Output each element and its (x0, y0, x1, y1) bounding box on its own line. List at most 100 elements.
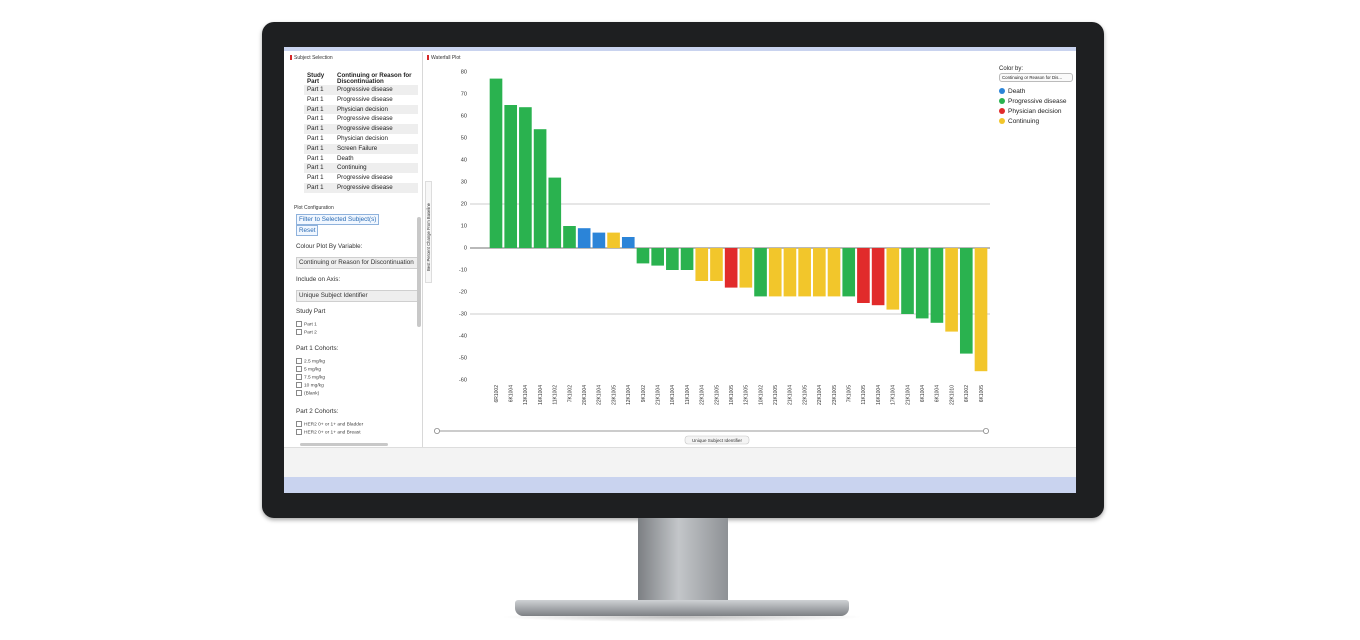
checkbox-her2-bladder[interactable]: HER2 0+ or 1+ and Bladder (296, 421, 363, 427)
bar[interactable] (621, 237, 635, 248)
table-row[interactable]: Part 1 Screen Failure (304, 143, 418, 154)
x-tick-label: 9K1002 (641, 385, 647, 402)
x-tick-label: 21K1004 (905, 385, 911, 405)
y-tick-label: 80 (461, 70, 467, 76)
legend-item-physician[interactable]: Physician decision (999, 107, 1073, 117)
cell-reason: Progressive disease (337, 115, 393, 123)
bar[interactable] (974, 248, 988, 372)
table-row[interactable]: Part 1 Death (304, 154, 418, 164)
bar[interactable] (886, 248, 900, 310)
bar[interactable] (680, 248, 694, 270)
bar[interactable] (768, 248, 782, 297)
bar[interactable] (666, 248, 679, 270)
x-tick-label: 6R1002 (494, 385, 500, 403)
x-axis-title-box[interactable] (684, 435, 750, 445)
bar[interactable] (577, 228, 591, 248)
table-row[interactable]: Part 1 Continuing (304, 163, 418, 174)
config-title: Plot Configuration (294, 205, 334, 211)
panel-collapse-handle[interactable] (425, 181, 432, 283)
table-row[interactable]: Part 1 Physician decision (304, 134, 418, 144)
x-tick-label: 16K1004 (538, 385, 544, 405)
y-tick-label: 0 (464, 246, 467, 252)
bar[interactable] (754, 248, 767, 297)
x-tick-label: 16K1004 (876, 385, 882, 405)
x-tick-label: 22K1004 (700, 385, 706, 405)
legend-item-continuing[interactable]: Continuing (999, 117, 1073, 127)
bar[interactable] (710, 248, 723, 281)
bar[interactable] (519, 107, 532, 248)
table-row[interactable]: Part 1 Progressive disease (304, 114, 418, 124)
checkbox-cohort-blank[interactable]: (Blank) (296, 390, 319, 396)
legend-item-death[interactable]: Death (999, 87, 1073, 97)
x-tick-label: 12K1005 (744, 385, 750, 405)
bar[interactable] (563, 226, 576, 248)
checkbox-her2-breast[interactable]: HER2 0+ or 1+ and Breast (296, 429, 361, 435)
bar[interactable] (857, 248, 870, 303)
bar[interactable] (915, 248, 929, 319)
checkbox-cohort-7-5[interactable]: 7.5 mg/kg (296, 374, 325, 380)
bar[interactable] (548, 177, 562, 248)
cell-study-part: Part 1 (307, 115, 324, 123)
bar[interactable] (783, 248, 797, 297)
config-horizontal-scrollbar[interactable] (300, 443, 388, 446)
bar[interactable] (651, 248, 664, 266)
x-tick-label: 7K1002 (567, 385, 573, 402)
y-tick-label: -10 (459, 268, 467, 274)
window-bottom-strip (284, 477, 1076, 493)
y-tick-label: 70 (461, 92, 467, 98)
bar[interactable] (533, 129, 547, 248)
table-row[interactable]: Part 1 Progressive disease (304, 85, 418, 95)
bar[interactable] (930, 248, 944, 323)
filter-selected-button[interactable]: Filter to Selected Subject(s) (296, 214, 380, 225)
cell-reason: Screen Failure (334, 143, 418, 154)
subject-panel-title: Subject Selection (290, 55, 333, 61)
bar[interactable] (636, 248, 650, 264)
checkbox-part-2[interactable]: Part 2 (296, 329, 317, 335)
axis-label: Include on Axis: (296, 276, 341, 283)
checkbox-cohort-2-5[interactable]: 2.5 mg/kg (296, 358, 325, 364)
cell-study-part: Part 1 (307, 174, 324, 182)
part2-cohorts-label: Part 2 Cohorts: (296, 408, 339, 415)
bar[interactable] (724, 248, 738, 288)
bar[interactable] (842, 248, 856, 297)
bar[interactable] (695, 248, 709, 281)
bar[interactable] (813, 248, 826, 297)
bar[interactable] (871, 248, 885, 306)
checkbox-cohort-5[interactable]: 5 mg/kg (296, 366, 321, 372)
bar[interactable] (959, 248, 973, 354)
table-row[interactable]: Part 1 Progressive disease (304, 173, 418, 183)
x-tick-label: 13K1004 (523, 385, 529, 405)
reset-button[interactable]: Reset (296, 225, 319, 236)
legend-dot-continuing (999, 118, 1005, 124)
bar[interactable] (798, 248, 811, 297)
bar[interactable] (504, 105, 518, 248)
bar[interactable] (945, 248, 958, 332)
table-row[interactable]: Part 1 Progressive disease (304, 124, 418, 134)
y-tick-label: -50 (459, 356, 467, 362)
bar[interactable] (592, 232, 606, 248)
color-by-select[interactable]: Continuing or Reason for Dis... (999, 73, 1073, 82)
table-row[interactable]: Part 1 Physician decision (304, 104, 418, 115)
legend-item-progressive[interactable]: Progressive disease (999, 97, 1073, 107)
table-row[interactable]: Part 1 Progressive disease (304, 95, 418, 105)
col-header-study-part[interactable]: Study Part (307, 72, 325, 85)
x-tick-label: 10K1002 (758, 385, 764, 405)
zoom-slider-handle-right[interactable] (983, 427, 990, 434)
checkbox-cohort-10[interactable]: 10 mg/kg (296, 382, 324, 388)
col-header-reason[interactable]: Continuing or Reason for Discontinuation (337, 72, 412, 85)
bar[interactable] (739, 248, 753, 288)
y-tick-label: 50 (461, 136, 467, 142)
colour-by-select[interactable]: Continuing or Reason for Discontinuation (296, 257, 418, 269)
bar[interactable] (607, 232, 620, 248)
bar[interactable] (901, 248, 914, 314)
checkbox-part-1[interactable]: Part 1 (296, 321, 317, 327)
config-vertical-scrollbar[interactable] (417, 217, 421, 327)
bar[interactable] (489, 78, 503, 248)
subject-table[interactable]: Study Part Continuing or Reason for Disc… (304, 72, 418, 193)
y-tick-label: -30 (459, 312, 467, 318)
bar[interactable] (827, 248, 841, 297)
y-tick-label: 10 (461, 224, 467, 230)
zoom-slider-handle-left[interactable] (433, 427, 440, 434)
table-row[interactable]: Part 1 Progressive disease (304, 182, 418, 193)
plot-panel: Waterfall Plot ⤢ ⊡ ⚙ ▭ ✕ (425, 52, 1073, 447)
